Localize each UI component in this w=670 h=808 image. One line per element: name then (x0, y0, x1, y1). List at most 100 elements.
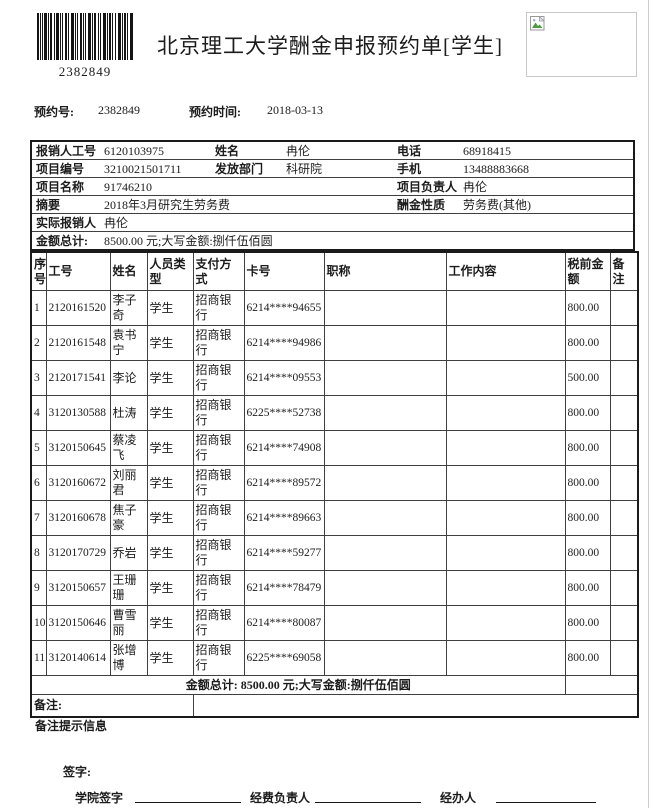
cell-employee-id: 3120160672 (45, 465, 111, 501)
cell-work-content (445, 535, 566, 571)
table-header-row: 序号 工号 姓名 人员类型 支付方式 卡号 职称 工作内容 税前金额 备注 (30, 251, 639, 291)
cell-card-no: 6214****80087 (243, 605, 325, 641)
cell-job-title (323, 535, 447, 571)
broken-image-icon (530, 16, 545, 31)
table-row: 10 3120150646 曹雪丽 学生 招商银行 6214****80087 800.00 (30, 605, 639, 641)
cell-employee-id: 3120150657 (45, 570, 111, 606)
cell-work-content (445, 500, 566, 536)
cell-name: 乔岩 (109, 535, 148, 571)
col-header-employee-id: 工号 (45, 251, 111, 291)
cell-pretax-amount: 800.00 (564, 500, 611, 536)
field-value: 6120103975 (104, 143, 164, 158)
cell-work-content (445, 395, 566, 431)
cell-name: 曹雪丽 (109, 605, 148, 641)
cell-person-type: 学生 (146, 570, 194, 606)
field-label: 金额总计: (36, 233, 88, 248)
field-value: 3210021501711 (104, 161, 182, 176)
cell-remark (609, 640, 639, 676)
col-header-index: 序号 (30, 251, 47, 291)
cell-name: 王珊珊 (109, 570, 148, 606)
field-label: 项目编号 (36, 161, 85, 176)
info-row: 实际报销人 冉伦 (32, 213, 633, 231)
cell-card-no: 6214****89663 (243, 500, 325, 536)
cell-employee-id: 2120171541 (45, 360, 111, 396)
page-edge-divider (648, 0, 649, 808)
cell-index: 11 (30, 640, 47, 676)
cell-name: 杜涛 (109, 395, 148, 431)
cell-name: 袁书宁 (109, 325, 148, 361)
col-header-pay-method: 支付方式 (192, 251, 245, 291)
info-row: 项目编号 3210021501711 发放部门 科研院 手机 134888836… (32, 159, 633, 177)
reservation-time-value: 2018-03-13 (267, 103, 323, 117)
cell-job-title (323, 290, 447, 326)
cell-person-type: 学生 (146, 500, 194, 536)
cell-work-content (445, 640, 566, 676)
field-label: 项目负责人 (397, 179, 458, 194)
field-label: 酬金性质 (397, 197, 446, 212)
cell-index: 5 (30, 430, 47, 466)
barcode: 2382849 (37, 13, 133, 80)
cell-remark (609, 360, 639, 396)
cell-remark (609, 290, 639, 326)
cell-pretax-amount: 800.00 (564, 465, 611, 501)
cell-remark (609, 465, 639, 501)
cell-card-no: 6214****89572 (243, 465, 325, 501)
cell-index: 3 (30, 360, 47, 396)
info-table: 报销人工号 6120103975 姓名 冉伦 电话 68918415 项目编号 … (30, 140, 635, 251)
field-label: 电话 (397, 143, 422, 158)
signer-fund-owner-label: 经费负责人 (250, 791, 311, 805)
cell-person-type: 学生 (146, 360, 194, 396)
info-row: 报销人工号 6120103975 姓名 冉伦 电话 68918415 (32, 142, 633, 159)
col-header-person-type: 人员类型 (146, 251, 194, 291)
total-empty-cell (564, 675, 639, 695)
cell-job-title (323, 605, 447, 641)
table-row: 9 3120150657 王珊珊 学生 招商银行 6214****78479 800.00 (30, 570, 639, 606)
field-label: 发放部门 (215, 161, 264, 176)
cell-card-no: 6214****59277 (243, 535, 325, 571)
col-header-work-content: 工作内容 (445, 251, 566, 291)
reservation-time-label: 预约时间: (189, 105, 241, 119)
col-header-pretax-amount: 税前金额 (564, 251, 611, 291)
field-value: 91746210 (104, 179, 152, 194)
cell-pretax-amount: 800.00 (564, 605, 611, 641)
cell-employee-id: 3120140614 (45, 640, 111, 676)
cell-remark (609, 395, 639, 431)
cell-card-no: 6214****94655 (243, 290, 325, 326)
table-row: 4 3120130588 杜涛 学生 招商银行 6225****52738 800.00 (30, 395, 639, 431)
cell-index: 1 (30, 290, 47, 326)
cell-remark (609, 535, 639, 571)
field-label: 姓名 (215, 143, 240, 158)
cell-employee-id: 3120150646 (45, 605, 111, 641)
barcode-number: 2382849 (58, 64, 112, 79)
cell-employee-id: 3120130588 (45, 395, 111, 431)
note-hint: 备注提示信息 (35, 719, 108, 733)
col-header-name: 姓名 (109, 251, 148, 291)
cell-job-title (323, 570, 447, 606)
cell-work-content (445, 605, 566, 641)
field-value: 13488883668 (463, 161, 529, 176)
cell-person-type: 学生 (146, 605, 194, 641)
cell-index: 6 (30, 465, 47, 501)
cell-job-title (323, 360, 447, 396)
reservation-no-label: 预约号: (34, 105, 74, 119)
cell-card-no: 6214****94986 (243, 325, 325, 361)
cell-person-type: 学生 (146, 465, 194, 501)
signer-college-label: 学院签字 (75, 791, 124, 805)
cell-pay-method: 招商银行 (192, 465, 245, 501)
cell-remark (609, 500, 639, 536)
cell-job-title (323, 395, 447, 431)
total-text: 金额总计: 8500.00 元;大写金额:捌仟伍佰圆 (30, 675, 566, 695)
field-value: 2018年3月研究生劳务费 (104, 197, 231, 212)
reservation-row: 预约号: 2382849 预约时间: 2018-03-13 (0, 103, 648, 119)
cell-job-title (323, 640, 447, 676)
cell-pretax-amount: 800.00 (564, 395, 611, 431)
cell-card-no: 6214****74908 (243, 430, 325, 466)
remark-row: 备注: (30, 694, 639, 718)
cell-remark (609, 325, 639, 361)
personnel-table: 序号 工号 姓名 人员类型 支付方式 卡号 职称 工作内容 税前金额 备注 1 2120161520… (30, 251, 639, 718)
cell-job-title (323, 465, 447, 501)
table-row: 1 2120161520 李子奇 学生 招商银行 6214****94655 800.00 (30, 290, 639, 326)
cell-person-type: 学生 (146, 430, 194, 466)
cell-card-no: 6225****52738 (243, 395, 325, 431)
